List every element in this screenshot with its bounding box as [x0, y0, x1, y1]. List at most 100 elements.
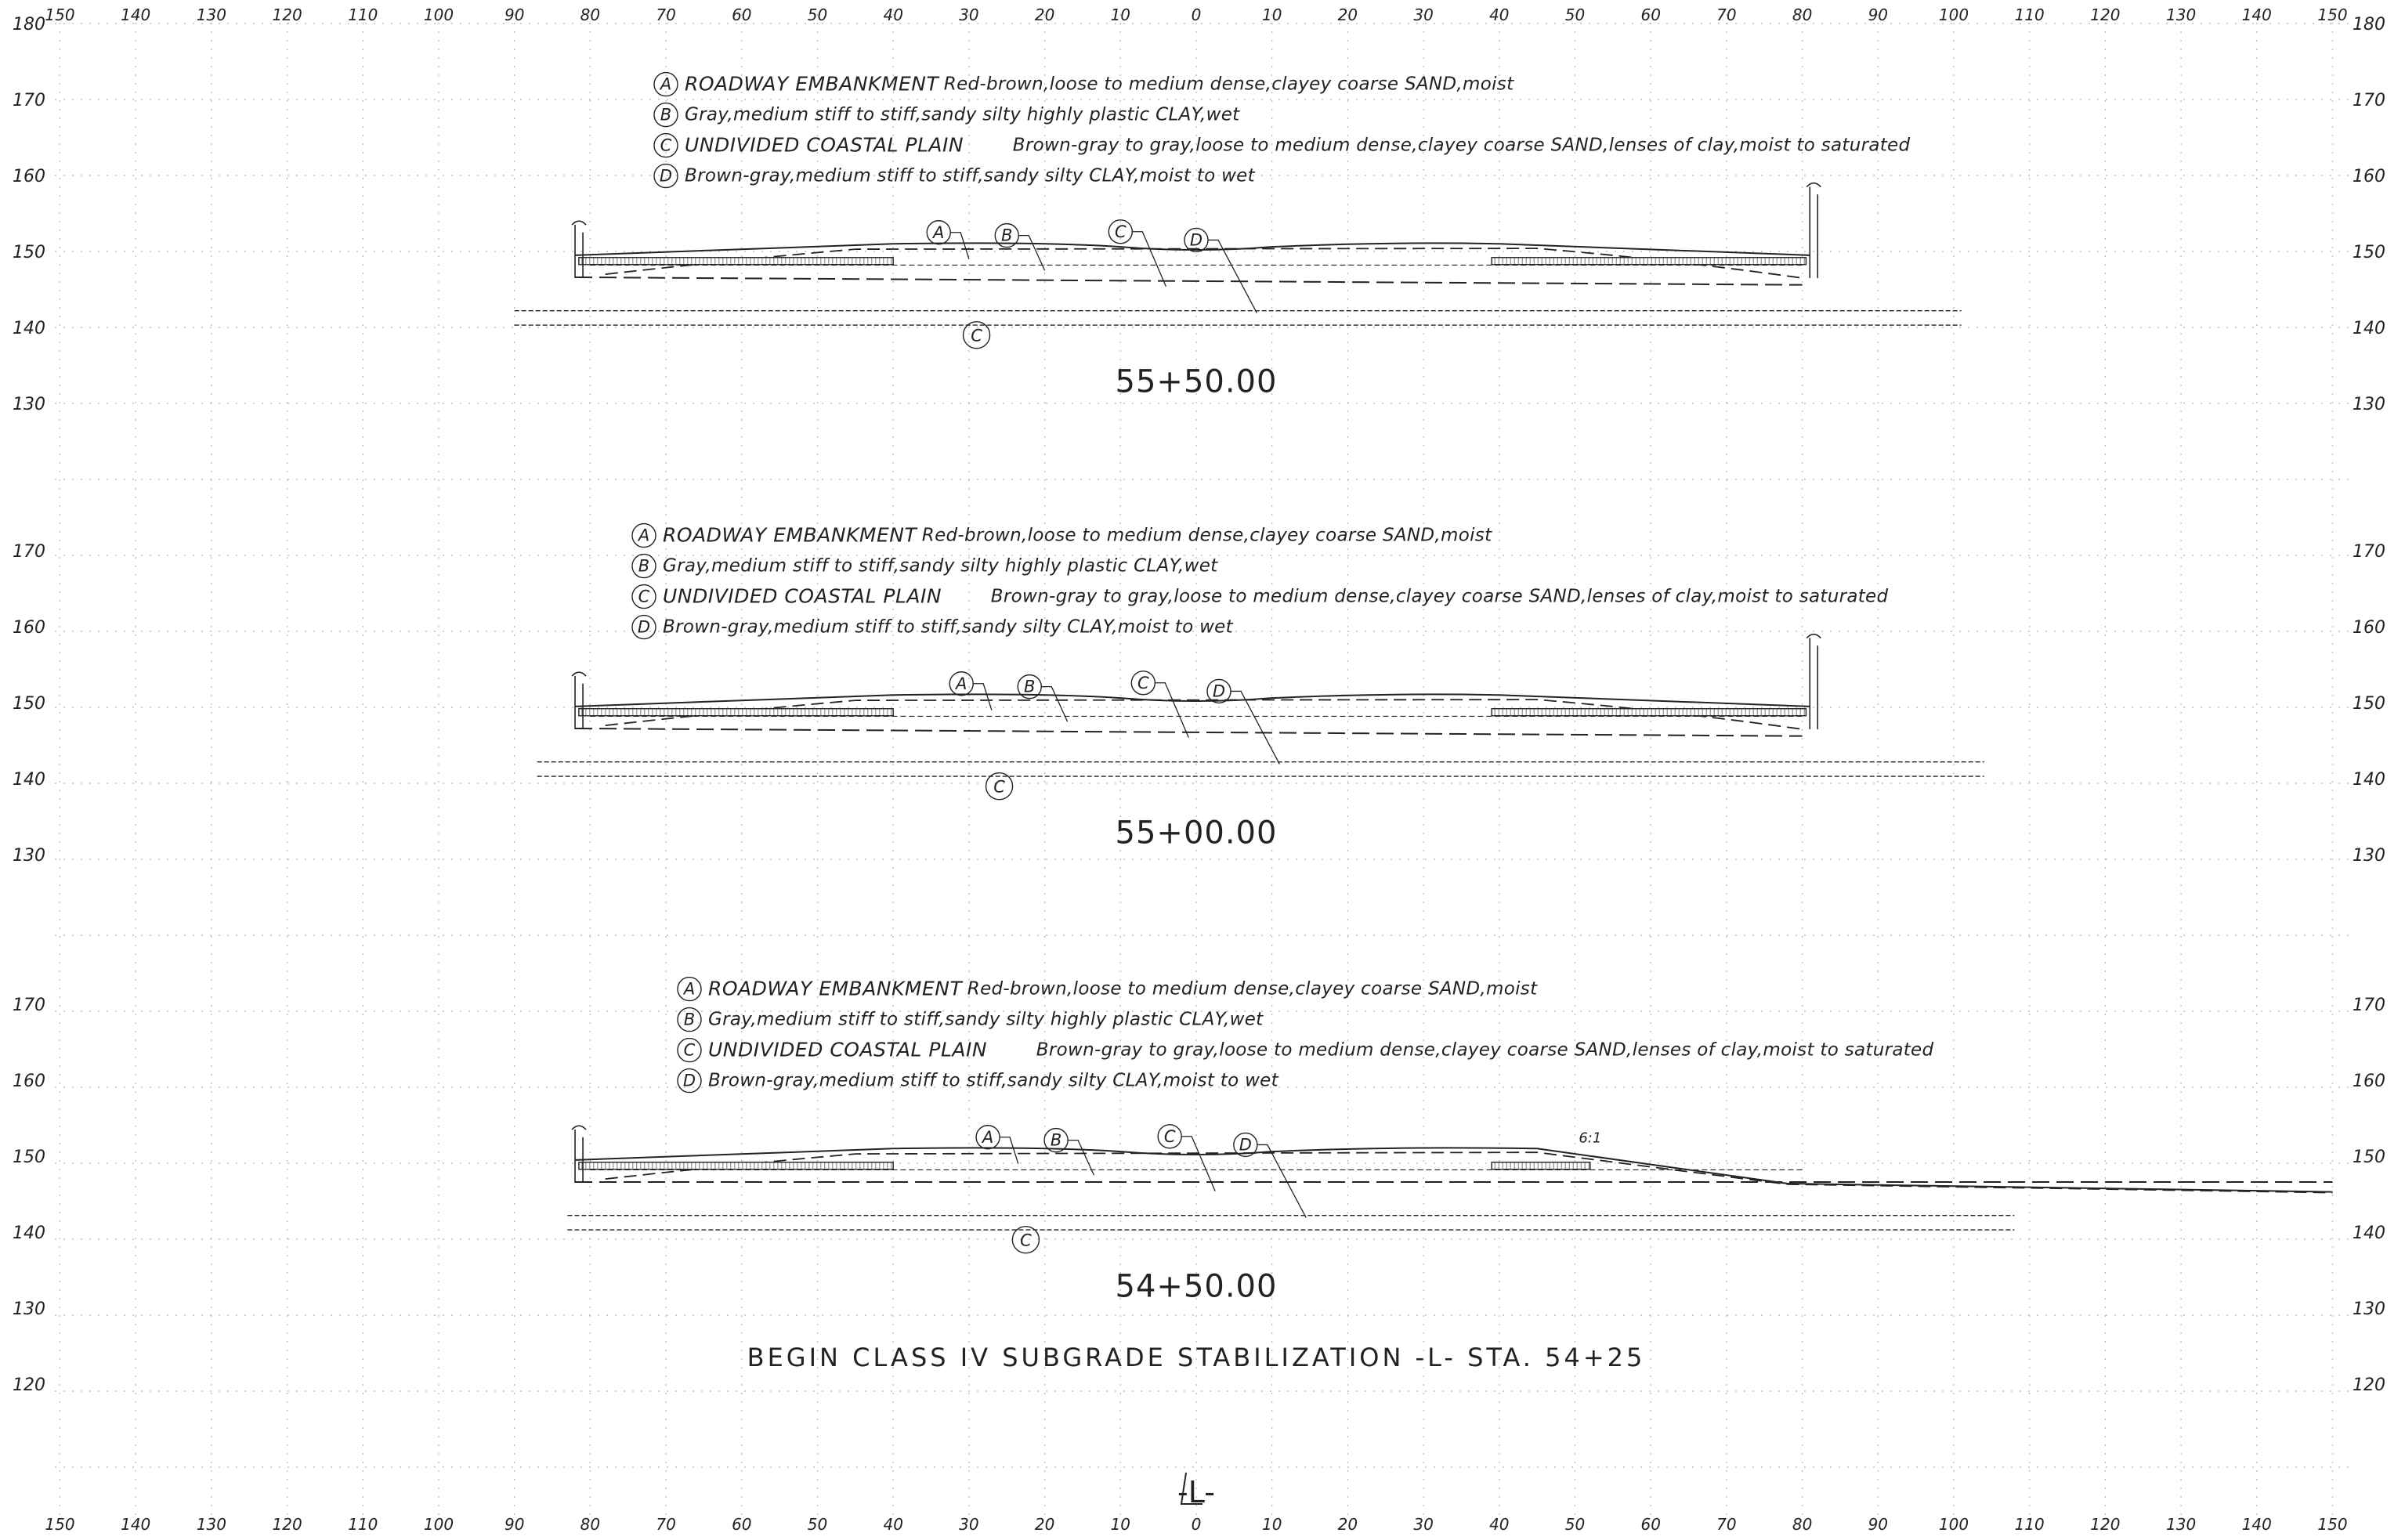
- legend-description: Brown-gray,medium stiff to stiff,sandy s…: [685, 166, 1256, 186]
- section-1: 180 180 170 170 160 160 150 150 140 140 130 130 A ROA…: [13, 15, 2385, 414]
- legend-tag: C: [660, 136, 672, 155]
- offset-label-top: 20: [1338, 5, 1358, 24]
- stabilization-note: BEGIN CLASS IV SUBGRADE STABILIZATION -L…: [747, 1343, 1646, 1372]
- legend-heading: UNDIVIDED COASTAL PLAIN: [663, 585, 942, 608]
- offset-label-bottom: 120: [2090, 1515, 2120, 1534]
- existing-ground-line: [605, 1151, 2333, 1194]
- legend-description: Brown-gray to gray,loose to medium dense…: [1013, 136, 1911, 156]
- left-pavement-slab: [578, 1162, 894, 1170]
- legend-bubble: [653, 71, 678, 97]
- elevation-label-left: 130: [13, 1300, 45, 1319]
- offset-label-top: 80: [1792, 5, 1812, 24]
- offset-label-top: 60: [732, 5, 751, 24]
- layer-tag-C: C: [1115, 222, 1127, 241]
- right-pavement-slab: [1491, 1162, 1591, 1170]
- layer-leader-A: [973, 683, 993, 710]
- offset-label-bottom: 20: [1338, 1515, 1358, 1534]
- left-pavement-slab: [578, 257, 894, 266]
- layer-tag-D: D: [1213, 681, 1225, 700]
- elevation-label-right: 160: [2353, 167, 2385, 186]
- offset-label-bottom: 80: [580, 1515, 600, 1534]
- legend-bubble: [631, 584, 656, 609]
- offset-label-bottom: 60: [732, 1515, 751, 1534]
- offset-label-bottom: 130: [2166, 1515, 2196, 1534]
- legend-description: Red-brown,loose to medium dense,clayey c…: [922, 526, 1492, 546]
- legend-bubble: [677, 976, 702, 1002]
- elevation-label-right: 120: [2353, 1376, 2385, 1395]
- legend-description: Gray,medium stiff to stiff,sandy silty h…: [708, 1010, 1264, 1030]
- alignment-underline: [1180, 1472, 1202, 1505]
- layer-tag-A: A: [954, 674, 967, 693]
- right-pavement-slab: [1491, 708, 1807, 717]
- elevation-label-right: 130: [2353, 846, 2385, 866]
- elevation-label-left: 140: [13, 319, 45, 338]
- left-guard-rail: [571, 1125, 587, 1183]
- left-guard-rail: [571, 220, 587, 278]
- offset-label-top: 140: [2242, 5, 2272, 24]
- elevation-label-right: 170: [2353, 996, 2385, 1015]
- slope-label: 6:1: [1579, 1130, 1601, 1147]
- legend-tag: D: [638, 618, 650, 637]
- legend-bubble: [653, 163, 678, 189]
- legend-bubble: [677, 1068, 702, 1094]
- offset-label-bottom: 90: [1868, 1515, 1888, 1534]
- legend-heading: ROADWAY EMBANKMENT: [708, 978, 963, 1000]
- elevation-label-right: 130: [2353, 1300, 2385, 1319]
- legend-description: Brown-gray to gray,loose to medium dense…: [991, 587, 1889, 607]
- elevation-label-right: 180: [2353, 15, 2385, 34]
- legend-tag: C: [684, 1041, 696, 1060]
- finished-grade-line: [575, 693, 1810, 707]
- layer-leader-A: [950, 232, 970, 259]
- elevation-label-left: 180: [13, 15, 45, 34]
- offset-label-top: 140: [121, 5, 150, 24]
- left-guard-rail: [571, 671, 587, 729]
- bottom-layer-bubble: [1011, 1225, 1040, 1254]
- offset-label-bottom: 70: [1716, 1515, 1736, 1534]
- left-pavement-slab: [578, 708, 894, 717]
- layer-tag-A: A: [981, 1128, 993, 1147]
- offset-label-top: 80: [580, 5, 600, 24]
- offset-label-top: 70: [1716, 5, 1736, 24]
- right-guard-rail: [1806, 182, 1821, 278]
- layer-leader-B: [1018, 234, 1046, 271]
- offset-label-bottom: 130: [197, 1515, 226, 1534]
- layer-boundary-lower: [575, 276, 1803, 286]
- elevation-label-left: 170: [13, 542, 45, 562]
- layer-tag-B: B: [1051, 1131, 1061, 1150]
- elevation-label-right: 140: [2353, 1224, 2385, 1243]
- legend-description: Brown-gray,medium stiff to stiff,sandy s…: [663, 617, 1234, 638]
- layer-boundary-lower: [575, 727, 1803, 737]
- layer-leader-D: [1257, 1144, 1307, 1218]
- offset-label-top: 110: [348, 5, 378, 24]
- legend-bubble: [631, 522, 656, 548]
- offset-label-top: 50: [808, 5, 827, 24]
- legend-description: Gray,medium stiff to stiff,sandy silty h…: [685, 105, 1240, 125]
- offset-label-top: 120: [2090, 5, 2120, 24]
- elevation-label-left: 150: [13, 694, 45, 714]
- elevation-label-left: 170: [13, 996, 45, 1015]
- offset-label-bottom: 100: [424, 1515, 454, 1534]
- elevation-label-left: 140: [13, 770, 45, 790]
- offset-label-bottom: 10: [1262, 1515, 1282, 1534]
- legend-heading: UNDIVIDED COASTAL PLAIN: [685, 134, 964, 157]
- elevation-label-right: 170: [2353, 542, 2385, 562]
- right-guard-rail: [1806, 633, 1821, 729]
- elevation-label-right: 170: [2353, 91, 2385, 110]
- offset-label-top: 70: [656, 5, 675, 24]
- elevation-label-left: 160: [13, 167, 45, 186]
- elevation-label-left: 130: [13, 395, 45, 414]
- legend-description: Brown-gray to gray,loose to medium dense…: [1036, 1040, 1934, 1061]
- offset-label-bottom: 150: [45, 1515, 74, 1534]
- bottom-layer-tag: C: [993, 778, 1005, 797]
- offset-label-top: 40: [1489, 5, 1509, 24]
- elevation-label-right: 150: [2353, 694, 2385, 714]
- layer-leader-C: [1181, 1136, 1216, 1191]
- legend-tag: A: [682, 980, 695, 999]
- layer-tag-D: D: [1190, 230, 1202, 249]
- layer-tag-B: B: [1001, 226, 1012, 245]
- offset-label-bottom: 80: [1792, 1515, 1812, 1534]
- elevation-label-left: 150: [13, 1148, 45, 1167]
- legend-tag: B: [638, 557, 649, 576]
- sections: 180 180 170 170 160 160 150 150 140 140 130 130 A ROA…: [13, 15, 2385, 1395]
- elevation-label-right: 150: [2353, 243, 2385, 262]
